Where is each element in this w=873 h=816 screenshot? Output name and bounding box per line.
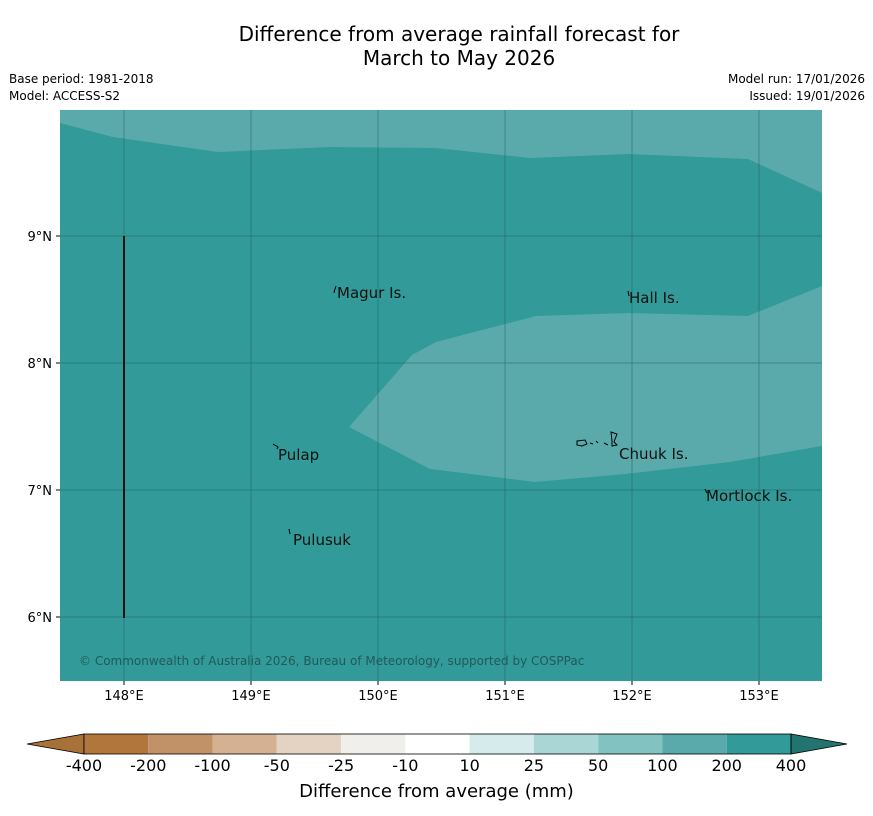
colorbar-label: Difference from average (mm) bbox=[299, 781, 574, 802]
island-chuuk-lagoon bbox=[576, 431, 619, 447]
colorbar-tick-label: -50 bbox=[263, 756, 290, 775]
colorbar-tick-labels: -400 -200 -100 -50 -25 -10 10 25 50 100 200 400 bbox=[0, 756, 873, 776]
model-run: Model run: 17/01/2026 bbox=[727, 72, 865, 86]
lon-label: 150°E bbox=[358, 689, 398, 704]
map-title: Difference from average rainfall forecas… bbox=[0, 22, 873, 70]
colorbar-segment bbox=[341, 734, 406, 754]
island-pulusuk bbox=[288, 528, 291, 535]
place-label-pulap: Pulap bbox=[278, 446, 319, 464]
lat-label: 9°N bbox=[28, 230, 53, 245]
colorbar-tick-label: -10 bbox=[392, 756, 419, 775]
latitude-labels: 9°N 8°N 7°N 6°N bbox=[28, 230, 53, 626]
axis-ticks bbox=[56, 235, 760, 685]
lon-label: 149°E bbox=[231, 689, 271, 704]
colorbar-segment bbox=[533, 734, 599, 754]
lon-label: 151°E bbox=[485, 689, 525, 704]
issued-date: Issued: 19/01/2026 bbox=[749, 89, 865, 103]
island-outlines bbox=[272, 285, 708, 535]
colorbar-frame bbox=[83, 733, 792, 755]
lat-label: 8°N bbox=[28, 357, 53, 372]
island-mortlock bbox=[704, 488, 708, 494]
colorbar-tick-label: 10 bbox=[459, 756, 480, 775]
lon-label: 148°E bbox=[104, 689, 144, 704]
colorbar-segment bbox=[598, 734, 663, 754]
meta-right: Model run: 17/01/2026 Issued: 19/01/2026 bbox=[728, 71, 865, 105]
longitude-labels: 148°E 149°E 150°E 151°E 152°E 153°E bbox=[104, 689, 779, 704]
lat-label: 7°N bbox=[28, 484, 53, 499]
colorbar-tick-label: -200 bbox=[130, 756, 167, 775]
colorbar-segment bbox=[84, 734, 149, 754]
base-period: Base period: 1981-2018 bbox=[9, 72, 154, 86]
colorbar-segment bbox=[662, 734, 727, 754]
colorbar-extension-high bbox=[790, 733, 848, 755]
colorbar-tick-label: -25 bbox=[328, 756, 355, 775]
colorbar-tick-label: 400 bbox=[775, 756, 807, 775]
lon-label: 153°E bbox=[739, 689, 779, 704]
lon-label: 152°E bbox=[612, 689, 652, 704]
colorbar-segment bbox=[469, 734, 534, 754]
colorbar bbox=[26, 733, 848, 755]
place-labels: Magur Is. Hall Is. Pulap Chuuk Is. Mortl… bbox=[278, 284, 792, 549]
place-label-magur: Magur Is. bbox=[337, 284, 406, 302]
title-line-1: Difference from average rainfall forecas… bbox=[238, 22, 680, 46]
colorbar-tick-label: 100 bbox=[647, 756, 678, 775]
colorbar-segment bbox=[276, 734, 342, 754]
colorbar-segment bbox=[148, 734, 213, 754]
colorbar-segment bbox=[726, 734, 791, 754]
colorbar-tick-label: 200 bbox=[711, 756, 742, 775]
region-100-200-central bbox=[349, 286, 822, 482]
colorbar-segment bbox=[405, 734, 470, 754]
colorbar-tick-label: 25 bbox=[523, 756, 545, 775]
model-name: Model: ACCESS-S2 bbox=[9, 89, 121, 103]
title-line-2: March to May 2026 bbox=[362, 46, 556, 70]
island-hall bbox=[627, 290, 630, 297]
island-magur bbox=[333, 285, 337, 293]
colorbar-tick-label: -100 bbox=[194, 756, 231, 775]
colorbar-tick-label: -400 bbox=[65, 756, 103, 775]
region-100-200-north bbox=[60, 110, 822, 193]
colorbar-tick-label: 50 bbox=[587, 756, 609, 775]
copyright-notice: © Commonwealth of Australia 2026, Bureau… bbox=[79, 654, 584, 668]
place-label-chuuk: Chuuk Is. bbox=[619, 445, 688, 463]
lat-label: 6°N bbox=[28, 611, 53, 626]
place-label-mortlock: Mortlock Is. bbox=[706, 487, 792, 505]
meta-left: Base period: 1981-2018 Model: ACCESS-S2 bbox=[9, 71, 154, 105]
place-label-pulusuk: Pulusuk bbox=[293, 531, 351, 549]
island-pulap bbox=[272, 443, 279, 450]
colorbar-segment bbox=[212, 734, 277, 754]
place-label-hall: Hall Is. bbox=[629, 289, 680, 307]
gridlines bbox=[60, 110, 822, 681]
colorbar-extension-low bbox=[26, 733, 85, 755]
